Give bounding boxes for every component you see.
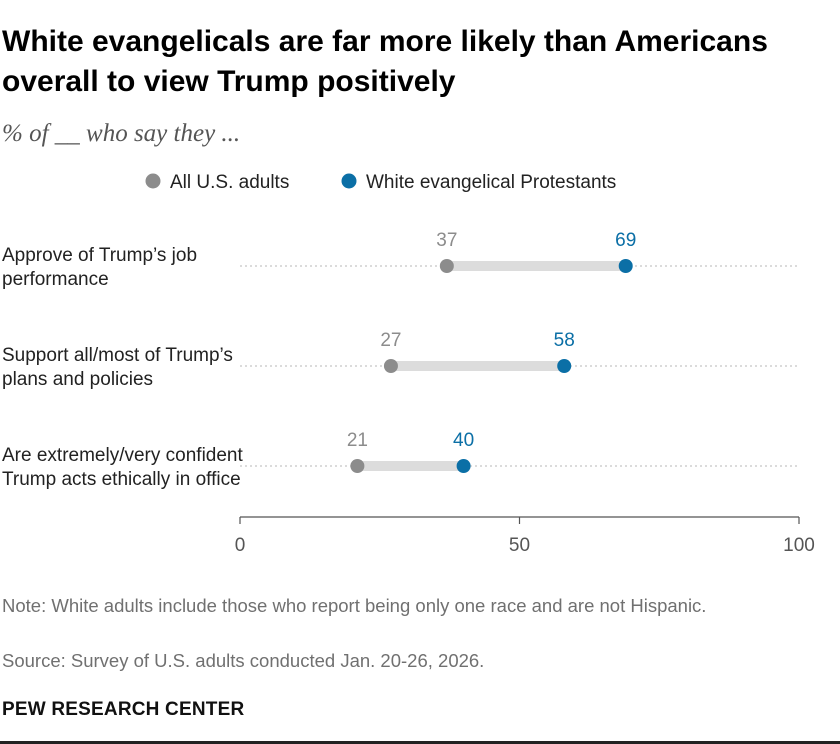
category-label: Trump acts ethically in office bbox=[2, 469, 241, 490]
category-label: Support all/most of Trump’s bbox=[2, 345, 233, 366]
legend-label-white-evangelical: White evangelical Protestants bbox=[366, 172, 616, 193]
legend-label-all-adults: All U.S. adults bbox=[170, 172, 289, 193]
category-label: performance bbox=[2, 269, 109, 290]
x-tick-label: 50 bbox=[509, 535, 530, 556]
dot-white-evangelical bbox=[557, 359, 572, 373]
category-label: Are extremely/very confident bbox=[2, 445, 243, 466]
legend-marker-all-adults bbox=[145, 173, 161, 189]
source-note: Source: Survey of U.S. adults conducted … bbox=[2, 650, 485, 671]
dot-all-adults bbox=[439, 259, 454, 273]
dot-all-adults bbox=[350, 459, 365, 473]
value-label-white-evangelical: 69 bbox=[615, 230, 636, 251]
value-label-all-adults: 27 bbox=[380, 330, 401, 351]
value-label-all-adults: 37 bbox=[436, 230, 457, 251]
value-label-white-evangelical: 58 bbox=[554, 330, 575, 351]
chart-title: White evangelicals are far more likely t… bbox=[2, 25, 768, 98]
dot-white-evangelical bbox=[618, 259, 633, 273]
value-label-all-adults: 21 bbox=[347, 430, 368, 451]
dot-all-adults bbox=[383, 359, 398, 373]
x-tick-label: 100 bbox=[783, 535, 815, 556]
bottom-divider bbox=[0, 741, 840, 744]
category-label: plans and policies bbox=[2, 369, 153, 390]
x-tick-label: 0 bbox=[235, 535, 246, 556]
category-label: Approve of Trump’s job bbox=[2, 245, 197, 266]
pew-logo-text: PEW RESEARCH CENTER bbox=[2, 699, 245, 720]
dot-white-evangelical bbox=[456, 459, 471, 473]
legend-marker-white-evangelical bbox=[341, 173, 357, 189]
chart-subtitle: % of __ who say they ... bbox=[2, 120, 241, 147]
footnote: Note: White adults include those who rep… bbox=[2, 595, 707, 616]
value-label-white-evangelical: 40 bbox=[453, 430, 474, 451]
